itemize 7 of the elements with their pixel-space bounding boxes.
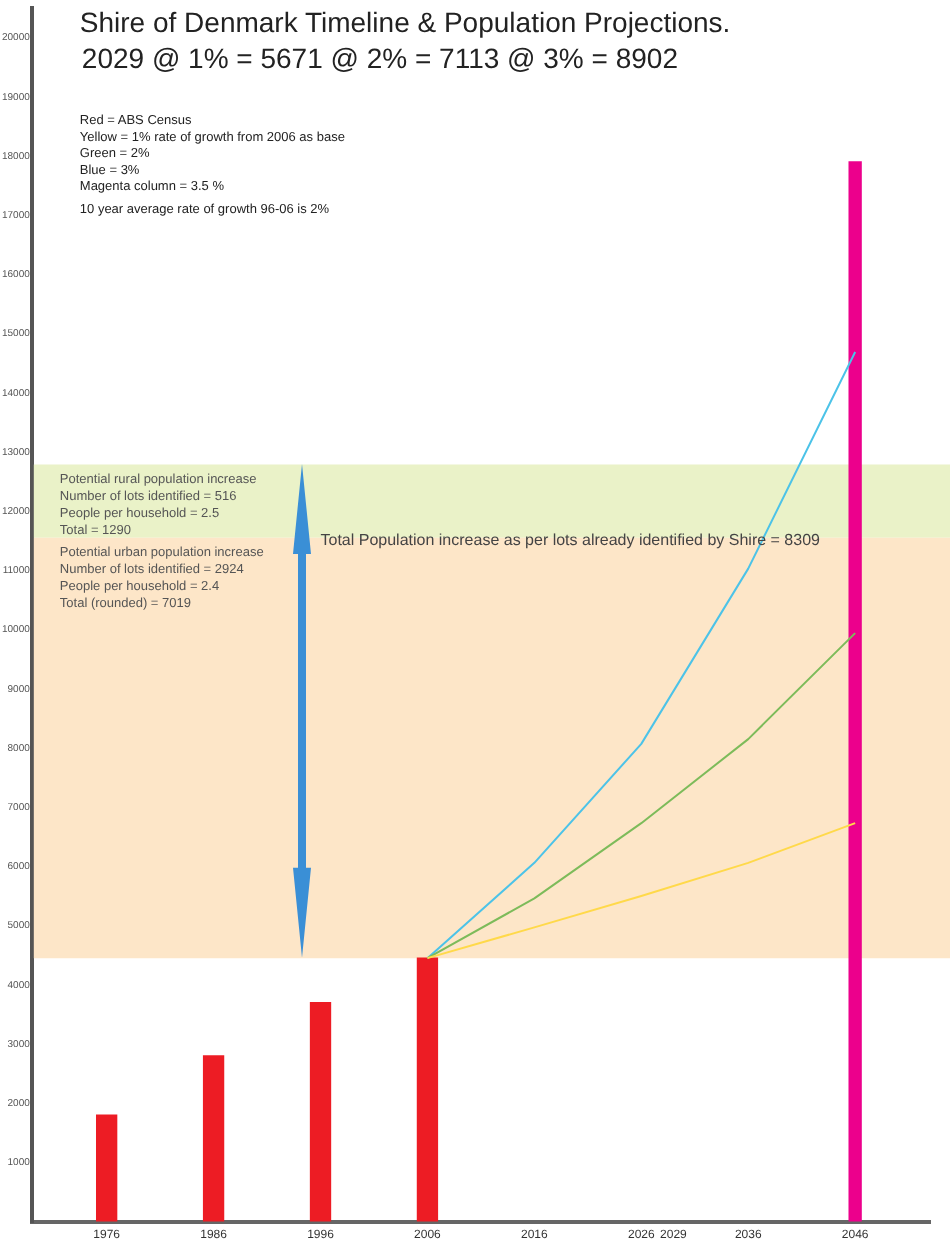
bar xyxy=(309,1001,332,1222)
bar xyxy=(96,1114,118,1222)
bar xyxy=(416,957,439,1222)
text: 2029 @ 1% = 5671 @ 2% = 7113 @ 3% = 8902 xyxy=(81,41,679,74)
bar xyxy=(848,161,862,1222)
chart-title: Shire of Denmark Timeline & Population Projections. xyxy=(79,5,731,38)
bar xyxy=(202,1055,225,1222)
